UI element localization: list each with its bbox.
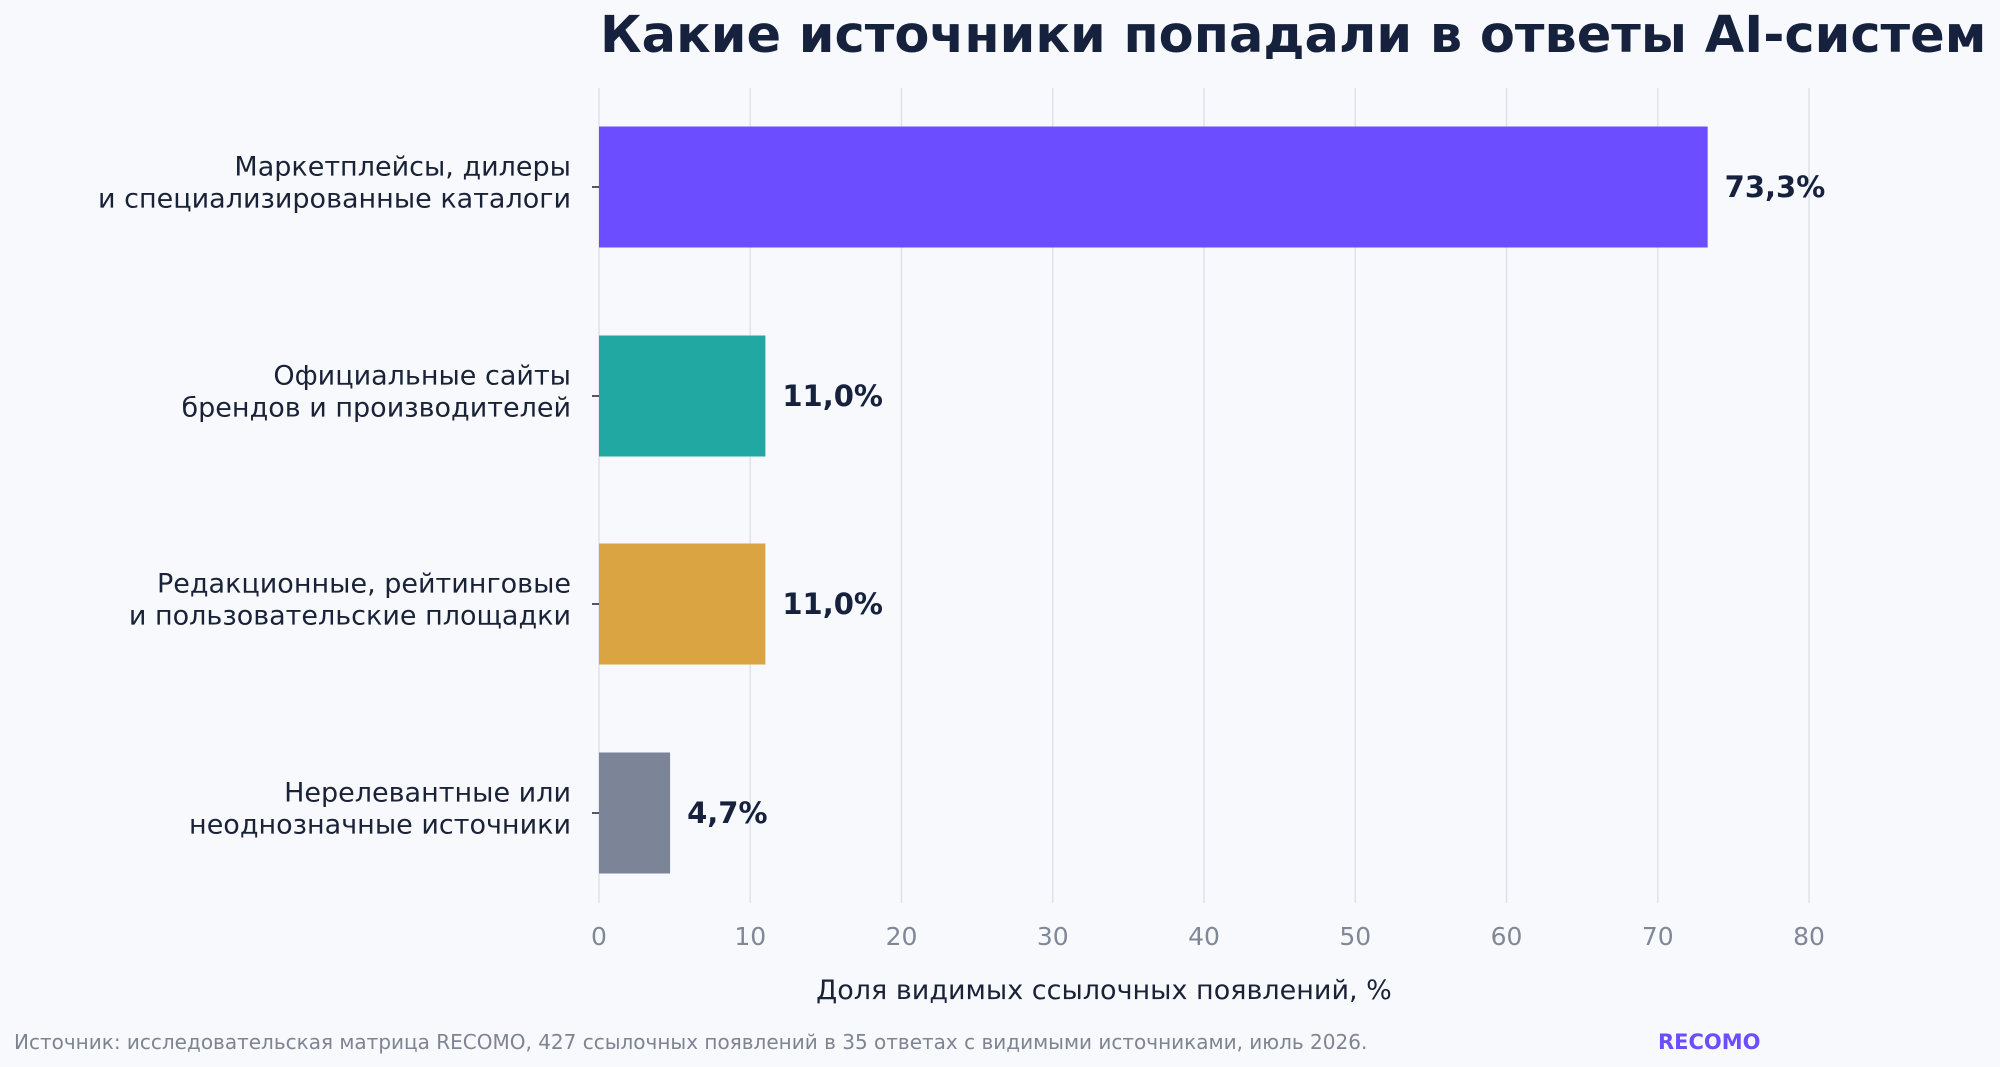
x-axis-ticks: 0 10 20 30 40 50 60 70 80 [591, 922, 1825, 951]
bar-2 [599, 335, 766, 457]
x-tick-label-30: 30 [1037, 922, 1069, 951]
bars: 73,3% 11,0% 11,0% 4,7% [599, 126, 1826, 874]
category-label-1-line-1: Маркетплейсы, дилеры [234, 152, 571, 183]
category-label-3-line-2: и пользовательские площадки [129, 601, 571, 632]
category-label-2-line-2: брендов и производителей [182, 393, 571, 424]
category-label-4-line-1: Нерелевантные или [284, 778, 571, 809]
value-label-1: 73,3% [1725, 170, 1826, 204]
bar-4 [599, 752, 671, 874]
category-label-4-line-2: неоднозначные источники [189, 810, 571, 841]
bar-3 [599, 543, 766, 665]
x-tick-label-10: 10 [734, 922, 766, 951]
x-tick-label-0: 0 [591, 922, 607, 951]
value-label-2: 11,0% [782, 379, 883, 413]
source-note: Источник: исследовательская матрица RECO… [14, 1030, 1367, 1054]
x-tick-label-60: 60 [1491, 922, 1523, 951]
category-label-1-line-2: и специализированные каталоги [98, 184, 571, 215]
x-tick-label-80: 80 [1793, 922, 1825, 951]
x-tick-label-40: 40 [1188, 922, 1220, 951]
x-tick-label-70: 70 [1642, 922, 1674, 951]
value-label-4: 4,7% [687, 796, 767, 830]
x-tick-label-20: 20 [886, 922, 918, 951]
chart-title: Какие источники попадали в ответы AI-сис… [600, 6, 1986, 65]
x-tick-label-50: 50 [1339, 922, 1371, 951]
bar-1 [599, 126, 1708, 248]
category-label-2-line-1: Официальные сайты [273, 361, 571, 392]
category-label-3-line-1: Редакционные, рейтинговые [157, 569, 571, 600]
value-label-3: 11,0% [782, 587, 883, 621]
brand-logo: RECOMO [1658, 1030, 1761, 1054]
x-axis-label: Доля видимых ссылочных появлений, % [816, 975, 1392, 1006]
